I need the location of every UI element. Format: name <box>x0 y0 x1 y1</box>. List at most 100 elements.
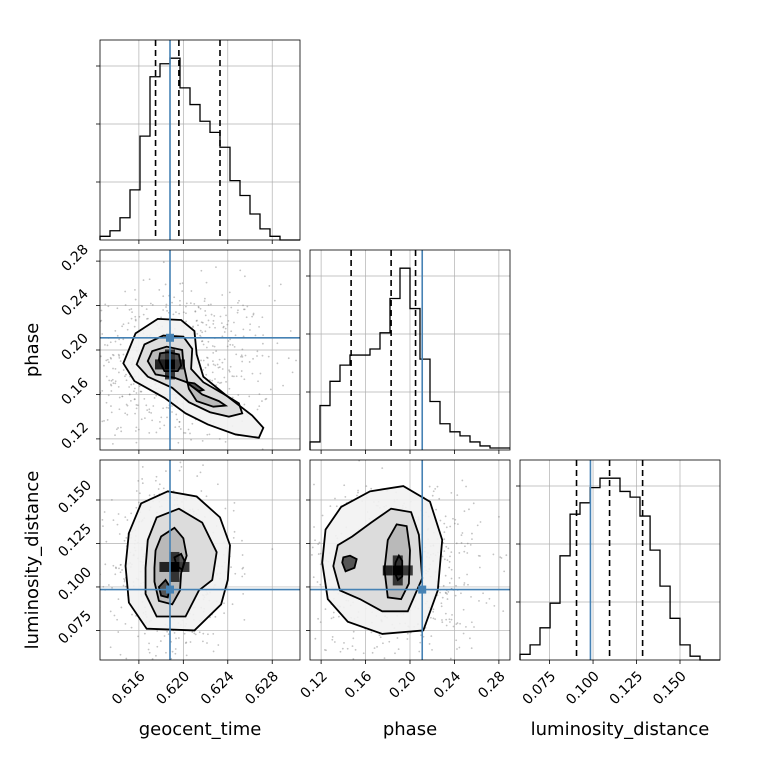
sample-point <box>175 637 177 640</box>
sample-point <box>174 652 177 655</box>
sample-point <box>418 650 421 653</box>
sample-point <box>85 349 87 351</box>
sample-point <box>445 545 448 548</box>
sample-point <box>191 631 194 633</box>
sample-point <box>463 510 466 513</box>
sample-point <box>319 371 321 373</box>
sample-point <box>105 375 108 378</box>
sample-point <box>444 574 447 577</box>
sample-point <box>137 479 140 482</box>
sample-point <box>61 297 63 299</box>
histogram-panel-luminosity_distance <box>516 459 721 664</box>
sample-point <box>124 516 127 519</box>
sample-point <box>346 647 349 650</box>
sample-point <box>128 393 131 396</box>
sample-point <box>242 304 244 307</box>
sample-point <box>143 397 146 400</box>
sample-point <box>126 413 129 416</box>
sample-point <box>239 485 241 487</box>
sample-point <box>248 395 251 398</box>
sample-point <box>102 585 105 588</box>
sample-point <box>130 317 133 320</box>
y-axis-label-luminosity_distance: luminosity_distance <box>22 471 43 650</box>
sample-point <box>382 642 384 645</box>
sample-point <box>313 483 315 486</box>
sample-point <box>63 372 65 374</box>
sample-point <box>216 483 219 486</box>
sample-point <box>117 371 120 374</box>
sample-point <box>121 325 124 328</box>
sample-point <box>118 396 121 399</box>
sample-point <box>219 382 221 385</box>
sample-point <box>42 397 44 399</box>
sample-point <box>254 334 257 337</box>
sample-point <box>259 372 262 375</box>
sample-point <box>141 482 144 485</box>
sample-point <box>179 304 181 306</box>
sample-point <box>125 373 127 376</box>
sample-point <box>502 610 505 613</box>
sample-point <box>105 401 108 404</box>
sample-point <box>306 569 308 571</box>
sample-point <box>237 394 240 396</box>
sample-point <box>242 335 245 338</box>
sample-point <box>230 566 232 569</box>
sample-point <box>118 408 121 411</box>
sample-point <box>217 366 220 369</box>
sample-point <box>148 432 151 434</box>
sample-point <box>242 308 245 311</box>
sample-point <box>216 479 218 481</box>
sample-point <box>455 584 457 587</box>
sample-point <box>158 483 161 486</box>
sample-point <box>223 612 226 615</box>
sample-point <box>123 577 125 580</box>
sample-point <box>461 479 464 482</box>
sample-point <box>106 419 109 421</box>
sample-point <box>130 457 132 459</box>
sample-point <box>240 375 243 378</box>
sample-point <box>194 310 197 312</box>
sample-point <box>126 519 129 521</box>
sample-point <box>153 493 156 496</box>
sample-point <box>201 331 204 334</box>
sample-point <box>140 418 143 421</box>
sample-point <box>133 398 136 401</box>
sample-point <box>479 555 481 557</box>
sample-point <box>205 495 208 498</box>
sample-point <box>196 475 199 477</box>
sample-point <box>512 542 514 544</box>
sample-point <box>245 316 248 319</box>
sample-point <box>261 354 264 357</box>
sample-point <box>419 641 422 644</box>
sample-point <box>135 426 138 429</box>
sample-point <box>146 409 149 412</box>
sample-point <box>130 512 133 515</box>
sample-point <box>114 566 117 569</box>
sample-point <box>233 530 236 533</box>
sample-point <box>223 306 226 309</box>
sample-point <box>282 384 284 387</box>
sample-point <box>220 322 223 325</box>
sample-point <box>97 350 99 352</box>
sample-point <box>144 417 146 420</box>
sample-point <box>242 566 245 569</box>
sample-point <box>471 538 473 541</box>
histogram-geocent_time <box>99 57 300 241</box>
sample-point <box>219 315 222 318</box>
sample-point <box>178 421 181 423</box>
sample-point <box>201 640 204 643</box>
sample-point <box>104 343 106 346</box>
sample-point <box>352 658 355 660</box>
sample-point <box>439 519 442 522</box>
sample-point <box>319 552 322 555</box>
sample-point <box>365 485 368 488</box>
sample-point <box>330 617 333 620</box>
sample-point <box>232 536 235 539</box>
sample-point <box>460 534 463 537</box>
contour-level-2 <box>383 523 411 601</box>
sample-point <box>206 433 209 436</box>
sample-point <box>171 650 174 653</box>
sample-point <box>225 314 227 317</box>
sample-point <box>101 420 104 423</box>
sample-point <box>117 385 120 388</box>
